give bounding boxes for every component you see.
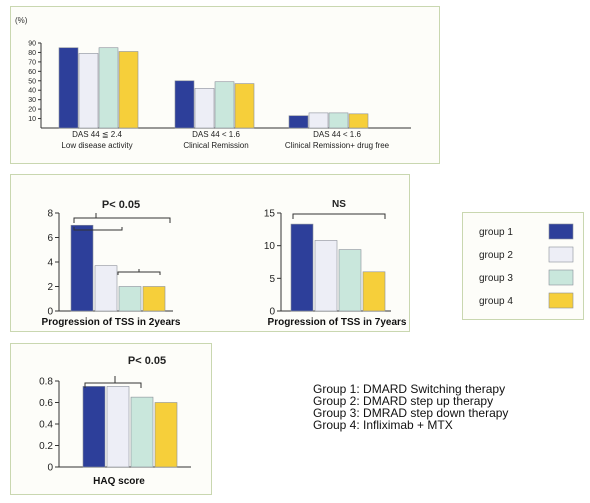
das44-chart-panel: (%) 90 80 70 60 50 40 30 20 10 DAS 44 ≦ 2.4 Low d… [10, 6, 440, 164]
tss2-bar-group-2 [94, 265, 118, 312]
tss7-bar-group-3 [338, 249, 362, 312]
das44-tick-label: 40 [28, 88, 36, 95]
das44-bar-group-4 [118, 51, 139, 129]
das44-tick-label: 20 [28, 107, 36, 114]
tss2-tick-label: 6 [47, 233, 53, 244]
tss2-tick-label: 0 [47, 307, 53, 318]
tss7-tick-label: 5 [269, 274, 275, 285]
das44-bar-group-2 [194, 88, 215, 129]
tss2-bar-group-1 [70, 224, 94, 312]
das44-bar-group-1 [174, 80, 195, 129]
das44-bar-group-4 [234, 83, 255, 129]
haq-tick-label: 0 [47, 463, 53, 474]
das44-category-label: DAS 44 < 1.6 [313, 130, 361, 139]
haq-bar-group-1 [82, 386, 106, 468]
das44-y-unit: (%) [15, 16, 28, 25]
das44-category-label: Clinical Remission+ drug free [285, 141, 390, 150]
legend-label-group-2: group 2 [479, 250, 513, 261]
tss7-tick-label: 15 [264, 209, 276, 220]
das44-bar-group-4 [348, 113, 369, 129]
das44-category-label: DAS 44 ≦ 2.4 [72, 130, 122, 139]
haq-chart: 0.8 0.6 0.4 0.2 0 P< 0.05 HAQ score [39, 355, 191, 487]
das44-category-label: DAS 44 < 1.6 [192, 130, 240, 139]
tss2-x-label: Progression of TSS in 2years [42, 317, 181, 328]
tss7-ns-bracket [292, 213, 386, 219]
das44-bar-group-3 [214, 81, 235, 129]
legend: group 1 group 2 group 3 group 4 [462, 212, 584, 320]
legend-swatch-group-4 [548, 292, 574, 309]
legend-label-group-3: group 3 [479, 273, 513, 284]
tss2-bar-group-3 [118, 286, 142, 312]
tss7-ns-label: NS [332, 199, 346, 210]
tss7-bar-group-1 [290, 223, 314, 312]
das44-tick-label: 90 [28, 41, 36, 48]
das44-bar-group-2 [78, 53, 99, 129]
tss2-p-value: P< 0.05 [102, 199, 140, 211]
haq-tick-label: 0.2 [39, 441, 53, 452]
tss-charts-panel: 8 6 4 2 0 P< 0.05 Progression of TSS in 2yea… [10, 174, 410, 332]
tss7-tick-label: 0 [269, 307, 275, 318]
das44-category-label: Clinical Remission [183, 141, 248, 150]
tss7-x-label: Progression of TSS in 7years [268, 317, 407, 328]
das44-bar-group-1 [288, 115, 309, 129]
group-descriptions: Group 1: DMARD Switching therapy Group 2… [313, 383, 508, 431]
das44-tick-label: 60 [28, 69, 36, 76]
das44-tick-label: 70 [28, 59, 36, 66]
group-1-description: Group 1: DMARD Switching therapy [313, 382, 506, 396]
das44-bar-group-2 [308, 112, 329, 129]
tss2-subgroup-bracket [73, 227, 161, 275]
tss2-tick-label: 2 [47, 282, 53, 293]
haq-bar-group-2 [106, 386, 130, 468]
haq-tick-label: 0.4 [39, 420, 53, 431]
haq-significance-bracket [84, 376, 142, 388]
haq-bar-group-4 [154, 402, 178, 468]
tss7-bar-group-4 [362, 271, 386, 312]
das44-tick-label: 50 [28, 78, 36, 85]
haq-bar-group-3 [130, 396, 154, 468]
das44-bar-group-3 [328, 112, 349, 129]
tss2-significance-bracket [73, 213, 171, 223]
group-3-description: Group 3: DMRAD step down therapy [313, 406, 509, 420]
haq-tick-label: 0.6 [39, 398, 53, 409]
legend-label-group-1: group 1 [479, 227, 513, 238]
group-4-description: Group 4: Infliximab + MTX [313, 418, 453, 432]
das44-category-label: Low disease activity [61, 141, 132, 150]
legend-swatches: group 1 group 2 group 3 group 4 [479, 223, 574, 309]
tss2-tick-label: 8 [47, 209, 53, 220]
legend-label-group-4: group 4 [479, 296, 513, 307]
legend-swatch-group-3 [548, 269, 574, 286]
haq-tick-label: 0.8 [39, 377, 53, 388]
tss2-tick-label: 4 [47, 258, 53, 269]
das44-tick-label: 80 [28, 50, 36, 57]
das44-bar-group-3 [98, 47, 119, 129]
das44-bar-group-1 [58, 47, 79, 129]
haq-p-value: P< 0.05 [128, 355, 166, 367]
haq-x-label: HAQ score [93, 476, 145, 487]
das44-tick-label: 30 [28, 97, 36, 104]
tss7-tick-label: 10 [264, 241, 276, 252]
tss2-bar-group-4 [142, 286, 166, 312]
das44-chart: (%) 90 80 70 60 50 40 30 20 10 DAS 44 ≦ 2.4 Low d… [15, 16, 411, 150]
legend-swatch-group-1 [548, 223, 574, 240]
legend-swatch-group-2 [548, 246, 574, 263]
tss7-bar-group-2 [314, 240, 338, 312]
group-2-description: Group 2: DMARD step up therapy [313, 394, 494, 408]
das44-tick-label: 10 [28, 116, 36, 123]
haq-chart-panel: 0.8 0.6 0.4 0.2 0 P< 0.05 HAQ score [10, 343, 212, 495]
tss-charts: 8 6 4 2 0 P< 0.05 Progression of TSS in 2yea… [42, 199, 407, 328]
